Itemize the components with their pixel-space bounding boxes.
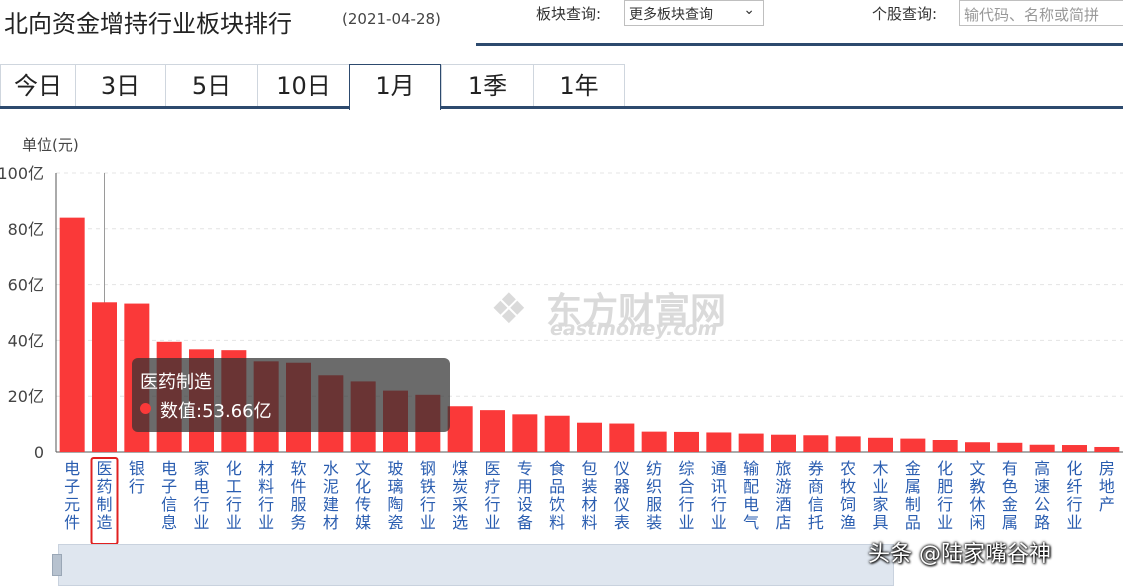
bar [965,442,990,452]
bar [738,433,764,452]
tab-3[interactable]: 5日 [165,64,257,107]
bar [480,410,505,452]
tab-5[interactable]: 1月 [349,64,441,110]
tooltip-series-dot [140,403,151,414]
scrollbar-handle[interactable] [52,554,62,576]
y-tick-label: 20亿 [8,387,44,406]
sector-query-label: 板块查询: [536,5,602,23]
x-tick-label: 房地产 [1099,459,1115,514]
bar [447,406,473,452]
eastmoney-logo-icon: ❖ [490,284,528,333]
tabs-divider [0,106,1123,109]
bar [59,217,85,452]
x-tick-label: 食品饮料 [549,459,565,532]
page-title: 北向资金增持行业板块排行 [4,10,292,38]
x-tick-label: 水泥建材 [323,459,339,532]
x-tick-label: 化工行业 [226,459,242,532]
bar [577,422,602,452]
x-tick-label: 金属制品 [905,459,921,532]
tab-6[interactable]: 1季 [441,64,533,107]
y-tick-label: 40亿 [8,331,44,350]
x-tick-label: 电子元件 [64,459,80,532]
x-tick-label: 银行 [129,459,145,496]
x-tick-label: 纺织服装 [646,459,662,532]
x-tick-label: 木业家具 [872,459,888,532]
sector-select[interactable]: 更多板块查询 ⌄ [624,0,764,26]
tooltip-value: 数值:53.66亿 [160,401,272,422]
watermark-en: eastmoney.com [550,318,718,340]
tab-1[interactable]: 今日 [0,64,75,107]
bar [609,423,635,452]
bar [1094,446,1120,452]
x-tick-label: 文教休闲 [969,459,985,532]
x-tick-label: 输配电气 [743,459,759,532]
x-tick-label: 化纤行业 [1066,459,1082,532]
sector-select-value: 更多板块查询 [629,7,713,23]
x-tick-label: 专用设备 [517,459,533,532]
bar [544,415,570,452]
x-tick-label: 材料行业 [258,459,274,532]
y-tick-label: 60亿 [8,276,44,295]
chart-scrollbar[interactable] [58,544,894,586]
x-tick-label: 有色金属 [1002,459,1018,532]
chevron-down-icon: ⌄ [743,2,755,18]
x-tick-label: 券商信托 [808,459,824,532]
tooltip-category: 医药制造 [140,372,212,393]
bar [997,442,1023,452]
unit-label: 单位(元) [22,136,79,154]
tab-2[interactable]: 3日 [75,64,165,107]
x-tick-label: 家电行业 [193,459,209,532]
bar [868,437,893,452]
x-tick-label: 综合行业 [678,459,694,532]
bar [900,438,926,452]
x-tick-label: 高速公路 [1034,459,1050,532]
bar [674,431,699,452]
watermark-cn: 东方财富网 [546,291,727,332]
title-date: (2021-04-28) [342,10,441,28]
bar [1029,444,1055,452]
x-tick-label: 化肥行业 [937,459,953,532]
x-tick-label: 医药制造 [96,459,112,532]
bar [932,440,958,452]
bar [92,302,117,452]
x-tick-label: 旅游酒店 [775,459,791,532]
bar [771,434,796,452]
tab-4[interactable]: 10日 [257,64,349,107]
x-tick-label: 医疗行业 [484,459,500,532]
highlight-box [90,457,119,544]
tab-7[interactable]: 1年 [533,64,625,107]
x-tick-label: 仪器仪表 [614,459,630,532]
x-tick-label: 通讯行业 [711,459,727,532]
x-tick-label: 软件服务 [290,459,306,532]
chart-tooltip: 医药制造 数值:53.66亿 [132,358,450,432]
x-tick-label: 电子信息 [161,459,177,532]
bar [835,436,861,452]
x-tick-label: 玻璃陶瓷 [387,459,403,532]
y-tick-label: 80亿 [8,220,44,239]
bar [512,414,538,452]
y-tick-label: 100亿 [0,164,44,183]
x-tick-label: 包装材料 [581,459,597,532]
bar-chart: 020亿40亿60亿80亿100亿电子元件医药制造银行电子信息家电行业化工行业材… [0,164,1123,544]
bar [803,435,829,452]
x-tick-label: 钢铁行业 [420,459,436,532]
bar [1062,445,1087,452]
x-tick-label: 煤炭采选 [452,459,468,532]
credit-watermark: 头条 @陆家嘴谷神 [868,542,1051,567]
x-tick-label: 文化传媒 [355,459,371,532]
stock-query-label: 个股查询: [872,5,938,23]
header-divider [476,43,1123,46]
bar [706,432,732,452]
stock-search-input[interactable]: 输代码、名称或简拼 [959,0,1123,26]
x-tick-label: 农牧饲渔 [840,459,856,532]
y-tick-label: 0 [34,443,44,462]
bar [641,431,667,452]
